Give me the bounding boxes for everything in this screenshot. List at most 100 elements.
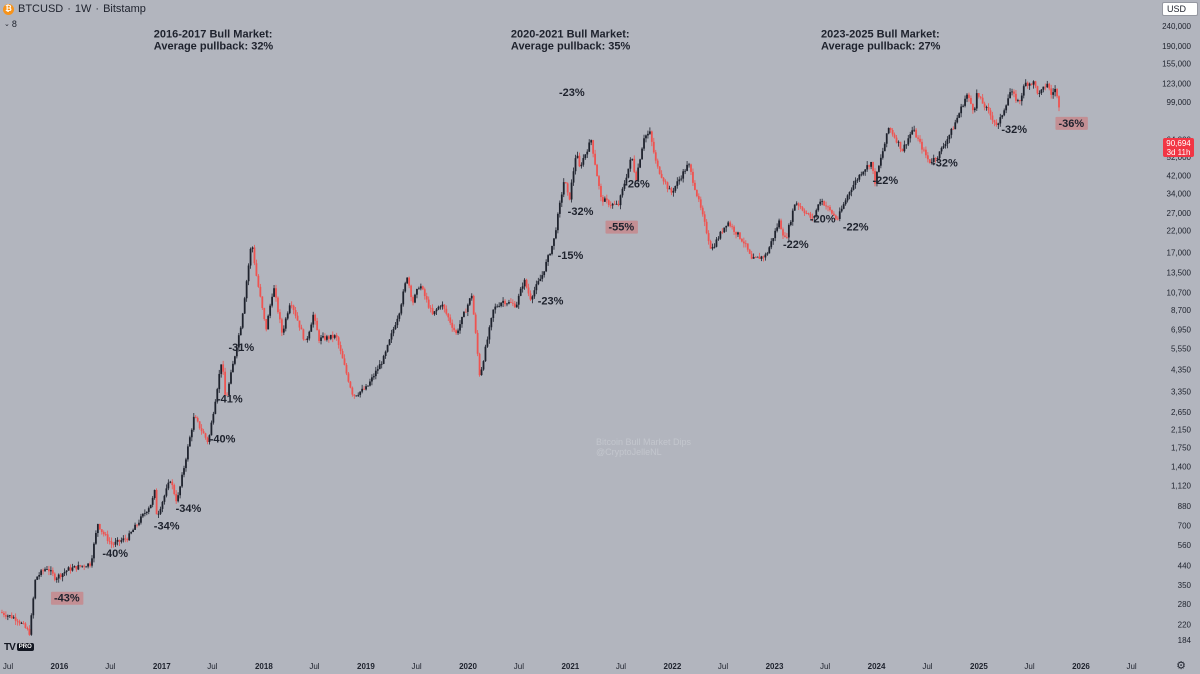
- price-tick-label[interactable]: 123,000: [1162, 79, 1191, 88]
- price-tick-label[interactable]: 560: [1178, 541, 1192, 550]
- price-tick-label[interactable]: 42,000: [1167, 171, 1192, 180]
- price-tick-label[interactable]: 184: [1178, 636, 1192, 645]
- candle: [200, 424, 203, 435]
- candle-body: [709, 241, 712, 249]
- time-tick-label[interactable]: 2016: [51, 662, 69, 671]
- price-tick-label[interactable]: 880: [1178, 502, 1192, 511]
- candle-body: [128, 533, 131, 541]
- chevron-down-icon[interactable]: ⌄: [4, 20, 10, 28]
- price-tick-label[interactable]: 3,350: [1171, 388, 1192, 397]
- candle: [1038, 90, 1041, 98]
- candle: [1003, 108, 1006, 117]
- candle: [670, 186, 673, 196]
- price-tick-label[interactable]: 190,000: [1162, 42, 1191, 51]
- price-tick-label[interactable]: 440: [1178, 561, 1192, 570]
- price-tick-label[interactable]: 1,120: [1171, 481, 1192, 490]
- price-tick-label[interactable]: 220: [1178, 621, 1192, 630]
- time-tick-label[interactable]: Jul: [616, 662, 626, 671]
- candle: [970, 95, 972, 105]
- price-tick-label[interactable]: 155,000: [1162, 60, 1191, 69]
- candle-body: [136, 524, 138, 526]
- candle: [666, 181, 669, 193]
- price-tick-label[interactable]: 13,500: [1167, 268, 1192, 277]
- time-tick-label[interactable]: 2023: [766, 662, 784, 671]
- price-tick-label[interactable]: 34,000: [1167, 189, 1192, 198]
- time-tick-label[interactable]: Jul: [718, 662, 728, 671]
- price-tick-label[interactable]: 22,000: [1167, 227, 1192, 236]
- time-tick-label[interactable]: Jul: [411, 662, 421, 671]
- candle: [643, 134, 645, 151]
- candle-body: [124, 538, 127, 540]
- time-axis[interactable]: Jul 2016 Jul 2017 Jul 2018 Jul 2019 Jul 2020 Jul 20…: [3, 662, 1137, 671]
- time-tick-label[interactable]: Jul: [1024, 662, 1034, 671]
- candle: [887, 127, 890, 135]
- price-tick-label[interactable]: 10,700: [1167, 288, 1192, 297]
- candle: [408, 276, 411, 289]
- time-tick-label[interactable]: 2026: [1072, 662, 1090, 671]
- time-tick-label[interactable]: Jul: [105, 662, 115, 671]
- indicators-toggle[interactable]: ⌄ 8: [4, 18, 17, 29]
- candle-body: [607, 200, 610, 206]
- candle: [100, 529, 103, 535]
- annotation-text: 2016-2017 Bull Market:: [154, 29, 273, 41]
- candle-body: [410, 285, 412, 298]
- time-tick-label[interactable]: 2020: [459, 662, 477, 671]
- time-tick-label[interactable]: Jul: [514, 662, 524, 671]
- price-tick-label[interactable]: 280: [1178, 600, 1192, 609]
- price-tick-label[interactable]: 2,650: [1171, 408, 1192, 417]
- candle: [40, 569, 43, 577]
- time-tick-label[interactable]: Jul: [922, 662, 932, 671]
- time-tick-label[interactable]: 2022: [664, 662, 682, 671]
- candle: [118, 539, 121, 547]
- candle: [834, 214, 837, 221]
- time-tick-label[interactable]: Jul: [820, 662, 830, 671]
- time-tick-label[interactable]: 2024: [868, 662, 886, 671]
- candle-body: [897, 141, 900, 143]
- candle: [245, 279, 248, 302]
- candle: [815, 208, 818, 218]
- candle-body: [416, 289, 418, 295]
- price-axis[interactable]: 184 220 280 350 440 560 700 880 1,120 1,400 1,750 2…: [1162, 22, 1191, 645]
- candle: [259, 283, 262, 298]
- candle-body: [241, 313, 244, 328]
- candle: [654, 149, 657, 164]
- gear-icon[interactable]: ⚙: [1176, 660, 1186, 672]
- time-tick-label[interactable]: 2017: [153, 662, 171, 671]
- time-tick-label[interactable]: 2021: [561, 662, 579, 671]
- time-tick-label[interactable]: 2018: [255, 662, 273, 671]
- candle: [995, 119, 998, 127]
- price-tick-label[interactable]: 99,000: [1167, 98, 1192, 107]
- candle-body: [167, 482, 170, 489]
- candle-body: [588, 142, 591, 152]
- time-tick-label[interactable]: Jul: [207, 662, 217, 671]
- price-tick-label[interactable]: 1,400: [1171, 462, 1192, 471]
- interval-label[interactable]: 1W: [74, 3, 92, 15]
- candle-body: [351, 387, 354, 395]
- price-tick-label[interactable]: 350: [1178, 581, 1192, 590]
- price-tick-label[interactable]: 2,150: [1171, 426, 1192, 435]
- price-tick-label[interactable]: 52,000: [1167, 153, 1192, 162]
- price-tick-label[interactable]: 17,000: [1167, 249, 1192, 258]
- time-tick-label[interactable]: Jul: [3, 662, 13, 671]
- price-tick-label[interactable]: 240,000: [1162, 22, 1191, 31]
- price-tick-label[interactable]: 6,950: [1171, 325, 1192, 334]
- price-tick-label[interactable]: 5,550: [1171, 345, 1192, 354]
- time-tick-label[interactable]: 2019: [357, 662, 375, 671]
- time-tick-label[interactable]: 2025: [970, 662, 988, 671]
- price-tick-label[interactable]: 4,350: [1171, 365, 1192, 374]
- candle: [678, 176, 681, 185]
- time-tick-label[interactable]: Jul: [309, 662, 319, 671]
- price-tick-label[interactable]: 1,750: [1171, 443, 1192, 452]
- price-tick-label[interactable]: 700: [1178, 522, 1192, 531]
- candle: [96, 523, 99, 537]
- price-tick-label[interactable]: 27,000: [1167, 209, 1192, 218]
- symbol-header[interactable]: ₿ BTCUSD · 1W · Bitstamp: [0, 0, 703, 18]
- candle: [488, 325, 491, 344]
- price-tick-label[interactable]: 8,700: [1171, 306, 1192, 315]
- symbol-name[interactable]: BTCUSD: [18, 3, 64, 15]
- currency-selector[interactable]: USD: [1162, 2, 1198, 16]
- exchange-label[interactable]: Bitstamp: [103, 3, 146, 15]
- tradingview-logo[interactable]: TV PRO: [4, 641, 34, 653]
- time-tick-label[interactable]: Jul: [1126, 662, 1136, 671]
